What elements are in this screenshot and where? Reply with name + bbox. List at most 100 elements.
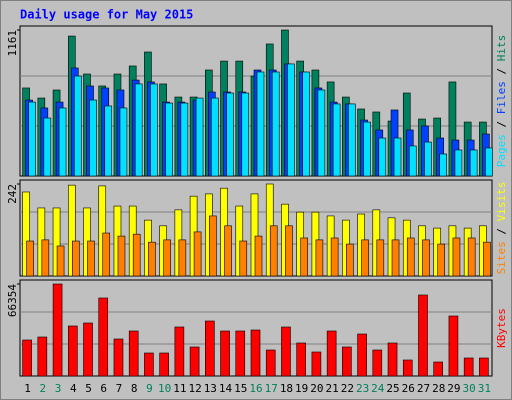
bar (418, 294, 428, 377)
bar (132, 233, 141, 277)
x-tick-label: 6 (100, 382, 107, 395)
bar (189, 346, 200, 377)
bar (361, 239, 369, 277)
bar (83, 322, 93, 377)
x-tick-label: 31 (478, 382, 491, 395)
bar (22, 191, 30, 277)
bar (296, 342, 306, 377)
bar (485, 147, 493, 177)
x-tick-label: 9 (146, 382, 153, 395)
legend-separator: / (495, 221, 508, 241)
bar (56, 245, 65, 277)
bar (144, 352, 154, 377)
x-tick-label: 15 (234, 382, 247, 395)
x-tick-label: 29 (447, 382, 460, 395)
bar (165, 102, 173, 177)
bar (315, 239, 324, 277)
bar (363, 121, 371, 177)
bar (332, 103, 341, 177)
legend-entry: Sites (495, 241, 508, 274)
x-tick-label: 5 (85, 382, 92, 395)
bar (67, 325, 78, 377)
bar (330, 237, 339, 277)
bar (424, 141, 432, 177)
bar (317, 89, 326, 177)
x-tick-label: 8 (131, 382, 138, 395)
x-tick-label: 23 (356, 382, 369, 395)
bar (239, 240, 248, 277)
bar (463, 357, 474, 377)
x-tick-label: 13 (204, 382, 217, 395)
x-tick-label: 28 (432, 382, 445, 395)
x-tick-label: 7 (116, 382, 123, 395)
bar (43, 117, 52, 177)
x-tick-label: 18 (280, 382, 293, 395)
bar (150, 83, 158, 177)
bar (448, 315, 459, 377)
bar (134, 83, 143, 177)
bar (387, 342, 398, 377)
x-tick-label: 19 (295, 382, 308, 395)
bar (73, 75, 82, 177)
bar (467, 237, 476, 277)
bar (159, 352, 169, 377)
bar (250, 193, 259, 277)
bar (128, 330, 139, 377)
bar (406, 237, 415, 277)
bar (193, 231, 202, 277)
x-tick-label: 16 (249, 382, 262, 395)
bar (52, 283, 63, 377)
bar (98, 185, 107, 277)
y-tick-label: 66354 (6, 284, 19, 317)
x-tick-label: 22 (341, 382, 354, 395)
bar (326, 330, 337, 377)
bar (376, 239, 385, 277)
bar (98, 297, 109, 377)
bar (483, 241, 491, 277)
bar (52, 207, 61, 277)
x-tick-label: 27 (417, 382, 430, 395)
x-tick-label: 4 (70, 382, 77, 395)
bar (220, 330, 230, 377)
bar (437, 243, 446, 277)
bar (41, 239, 50, 277)
bar (174, 326, 185, 377)
bar (393, 137, 402, 177)
bar (378, 137, 387, 177)
legend: Sites / Visits (495, 182, 508, 275)
x-tick-label: 1 (24, 382, 31, 395)
bar (22, 339, 32, 377)
bar (348, 103, 356, 177)
legend: KBytes (495, 308, 508, 348)
bar (37, 336, 48, 377)
x-tick-label: 24 (371, 382, 385, 395)
legend-entry: KBytes (495, 308, 508, 348)
bar (346, 243, 354, 277)
bar (195, 97, 204, 177)
bar (89, 99, 97, 177)
x-tick-label: 21 (326, 382, 339, 395)
x-tick-label: 11 (173, 382, 186, 395)
bar (28, 101, 36, 177)
bar (67, 184, 76, 277)
legend-separator: / (495, 114, 508, 134)
bar (58, 107, 67, 177)
bar (241, 92, 250, 177)
bar (113, 338, 124, 377)
legend-entry: Hits (495, 35, 508, 62)
bar (402, 359, 413, 377)
bar (271, 71, 280, 177)
bar (422, 239, 430, 277)
bar (26, 240, 34, 277)
x-tick-label: 17 (265, 382, 278, 395)
x-tick-label: 14 (219, 382, 233, 395)
legend-separator: / (495, 61, 508, 81)
x-tick-label: 25 (386, 382, 399, 395)
x-tick-label: 26 (402, 382, 415, 395)
y-tick-label: 1161 (6, 30, 19, 57)
chart-title: Daily usage for May 2015 (20, 8, 193, 22)
bar (357, 333, 367, 377)
bar (342, 346, 352, 377)
x-tick-label: 12 (188, 382, 201, 395)
